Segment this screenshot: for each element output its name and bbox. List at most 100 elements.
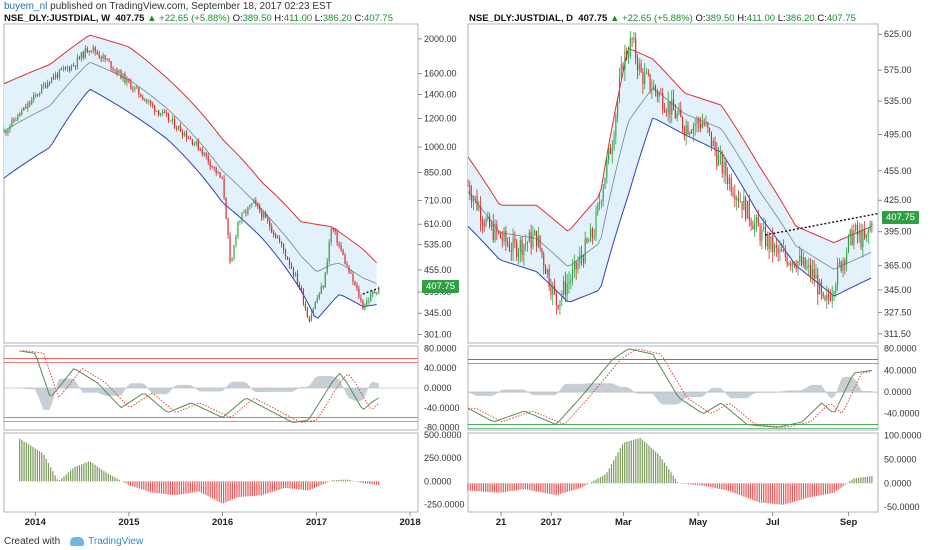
close-prefix: C: bbox=[817, 13, 827, 24]
oscillator-line bbox=[467, 348, 872, 428]
brand-link[interactable]: TradingView bbox=[88, 536, 144, 547]
upper-band-line bbox=[467, 47, 872, 244]
candle-body bbox=[189, 138, 191, 140]
candle-body bbox=[757, 217, 759, 227]
candle-body bbox=[27, 103, 29, 109]
candle-body bbox=[611, 147, 613, 155]
tradingview-logo-icon bbox=[70, 537, 85, 546]
candle-body bbox=[13, 119, 15, 121]
candle-body bbox=[618, 77, 620, 100]
candle-body bbox=[544, 265, 547, 274]
candle-body bbox=[772, 236, 774, 252]
candle-body bbox=[193, 143, 195, 145]
candle-body bbox=[519, 239, 521, 253]
candle-body bbox=[754, 222, 756, 230]
candle-body bbox=[310, 314, 312, 322]
candle-body bbox=[231, 258, 233, 262]
candle-body bbox=[492, 223, 494, 241]
candle-body bbox=[508, 244, 511, 251]
low-prefix: L: bbox=[314, 13, 323, 24]
candle-body bbox=[517, 252, 520, 258]
candle-body bbox=[535, 231, 538, 247]
candle-body bbox=[110, 61, 112, 69]
candle-body bbox=[746, 200, 749, 219]
candle-body bbox=[98, 53, 100, 58]
candle-body bbox=[275, 234, 277, 238]
candle-body bbox=[233, 245, 235, 259]
candle-body bbox=[581, 255, 583, 258]
candle-body bbox=[203, 152, 205, 155]
candle-body bbox=[140, 94, 142, 98]
candle-body bbox=[561, 294, 563, 301]
candle-body bbox=[106, 59, 108, 61]
candle-body bbox=[667, 101, 669, 113]
candle-body bbox=[810, 265, 812, 277]
price-tick-label: 345.00 bbox=[884, 285, 912, 295]
candle-body bbox=[685, 124, 687, 136]
price-tick-label: 425.00 bbox=[884, 195, 912, 205]
candle-body bbox=[673, 99, 675, 111]
candle-body bbox=[750, 220, 752, 226]
candle-body bbox=[261, 211, 263, 218]
candle-body bbox=[768, 234, 770, 249]
candle-body bbox=[647, 72, 649, 75]
candle-body bbox=[372, 292, 374, 294]
candle-body bbox=[575, 261, 577, 270]
candle-body bbox=[366, 300, 368, 306]
candle-body bbox=[548, 269, 550, 287]
price-tick-label: 1400.00 bbox=[424, 90, 457, 100]
candle-body bbox=[824, 296, 826, 301]
candle-body bbox=[499, 232, 501, 239]
candle-body bbox=[633, 38, 635, 40]
candle-body bbox=[691, 132, 693, 134]
candle-body bbox=[838, 261, 840, 264]
author-link[interactable]: buyem_nl bbox=[4, 1, 48, 12]
candle-body bbox=[368, 300, 370, 302]
candle-body bbox=[822, 292, 824, 297]
daily-chart: 625.00 575.00 535.00 495.00 455.00 425.00 395.… bbox=[467, 23, 922, 528]
candle-body bbox=[663, 109, 666, 112]
candle-body bbox=[302, 289, 304, 304]
low-value: 386.20 bbox=[322, 13, 352, 24]
candle-body bbox=[47, 82, 49, 88]
candle-body bbox=[698, 119, 700, 124]
candle-body bbox=[124, 73, 126, 83]
candle-body bbox=[779, 249, 781, 253]
candle-body bbox=[21, 110, 23, 115]
price-tick-label: 455.00 bbox=[424, 265, 452, 275]
oscillator-tick-label: 80.0000 bbox=[884, 344, 917, 354]
candle-body bbox=[476, 196, 478, 210]
candle-body bbox=[282, 244, 285, 251]
candle-body bbox=[132, 89, 134, 91]
oscillator-tick-label: -40.0000 bbox=[884, 409, 920, 419]
candle-body bbox=[566, 283, 568, 295]
candle-body bbox=[555, 292, 557, 306]
candle-body bbox=[90, 50, 92, 52]
candle-body bbox=[678, 109, 680, 114]
candle-body bbox=[334, 229, 336, 232]
high-prefix: H: bbox=[274, 13, 284, 24]
candle-body bbox=[251, 203, 253, 205]
candle-body bbox=[609, 147, 611, 155]
price-tick-label: 395.00 bbox=[884, 227, 912, 237]
candle-body bbox=[378, 288, 380, 293]
candle-body bbox=[528, 232, 530, 243]
candle-body bbox=[622, 64, 624, 71]
oscillator-tick-label: 80.0000 bbox=[424, 343, 457, 353]
candle-body bbox=[112, 68, 114, 70]
candle-body bbox=[286, 256, 289, 260]
candle-body bbox=[195, 141, 197, 144]
candle-body bbox=[207, 155, 209, 162]
candle-body bbox=[498, 231, 500, 233]
last-price-tag: 407.75 bbox=[422, 280, 460, 294]
candle-body bbox=[364, 305, 366, 310]
candle-body bbox=[481, 221, 483, 224]
time-tick-label: 2016 bbox=[212, 517, 233, 528]
candle-body bbox=[209, 161, 211, 167]
symbol-label: NSE_DLY:JUSTDIAL, W bbox=[4, 13, 111, 24]
candle-body bbox=[503, 230, 505, 241]
candle-body bbox=[590, 228, 592, 242]
candle-body bbox=[802, 257, 804, 265]
candle-body bbox=[11, 119, 13, 127]
